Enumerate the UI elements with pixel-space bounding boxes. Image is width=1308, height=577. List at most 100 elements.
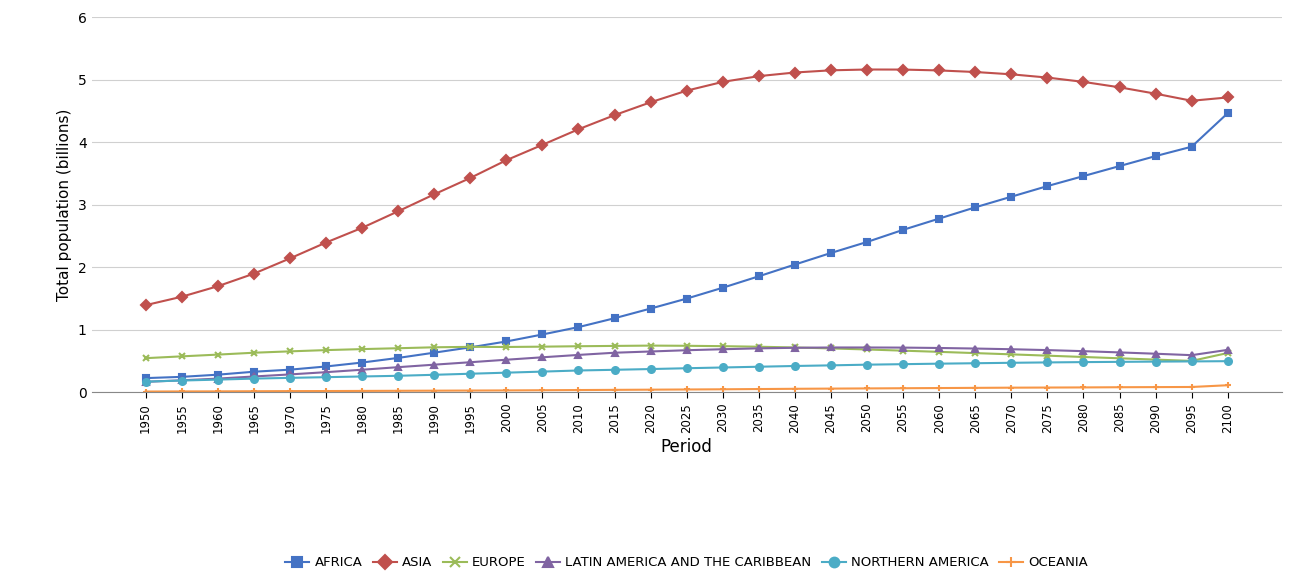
LATIN AMERICA AND THE CARIBBEAN [318,369,334,376]
ASIA [283,255,298,262]
OCEANIA [1112,384,1127,391]
Legend: AFRICA, ASIA, EUROPE, LATIN AMERICA AND THE CARIBBEAN, NORTHERN AMERICA, OCEANIA: AFRICA, ASIA, EUROPE, LATIN AMERICA AND … [285,556,1088,569]
AFRICA [498,338,514,345]
AFRICA [137,374,153,381]
NORTHERN AMERICA [859,361,875,368]
Line: ASIA: ASIA [143,66,1231,309]
OCEANIA [246,388,262,395]
NORTHERN AMERICA [642,366,658,373]
NORTHERN AMERICA [931,360,947,367]
ASIA [1112,84,1127,91]
AFRICA [246,368,262,375]
ASIA [823,67,838,74]
OCEANIA [642,386,658,393]
AFRICA [390,354,405,361]
OCEANIA [895,385,910,392]
ASIA [679,87,695,94]
EUROPE [751,343,766,350]
ASIA [895,66,910,73]
NORTHERN AMERICA [1147,358,1163,365]
AFRICA [607,315,623,322]
NORTHERN AMERICA [1040,359,1056,366]
ASIA [463,174,479,181]
EUROPE [570,343,586,350]
ASIA [498,157,514,164]
AFRICA [1075,173,1091,179]
NORTHERN AMERICA [968,360,984,367]
AFRICA [859,238,875,245]
ASIA [390,208,405,215]
ASIA [174,293,190,300]
AFRICA [174,373,190,380]
EUROPE [642,342,658,349]
ASIA [570,126,586,133]
X-axis label: Period: Period [661,438,713,456]
OCEANIA [498,387,514,394]
NORTHERN AMERICA [354,373,370,380]
OCEANIA [1003,384,1019,391]
EUROPE [823,345,838,352]
LATIN AMERICA AND THE CARIBBEAN [463,359,479,366]
EUROPE [931,349,947,355]
AFRICA [211,371,226,378]
AFRICA [1112,163,1127,170]
ASIA [354,224,370,231]
LATIN AMERICA AND THE CARIBBEAN [498,356,514,363]
AFRICA [1220,110,1236,117]
EUROPE [679,342,695,349]
Line: OCEANIA: OCEANIA [143,382,1231,395]
Line: AFRICA: AFRICA [143,110,1231,381]
LATIN AMERICA AND THE CARIBBEAN [968,345,984,352]
NORTHERN AMERICA [535,368,551,375]
AFRICA [968,204,984,211]
NORTHERN AMERICA [426,372,442,379]
EUROPE [498,343,514,350]
LATIN AMERICA AND THE CARIBBEAN [1003,346,1019,353]
ASIA [607,112,623,119]
AFRICA [715,284,731,291]
EUROPE [211,351,226,358]
ASIA [968,69,984,76]
ASIA [1184,98,1199,104]
OCEANIA [968,384,984,391]
EUROPE [607,343,623,350]
LATIN AMERICA AND THE CARIBBEAN [895,344,910,351]
OCEANIA [211,388,226,395]
NORTHERN AMERICA [498,369,514,376]
LATIN AMERICA AND THE CARIBBEAN [715,346,731,353]
OCEANIA [354,388,370,395]
Line: NORTHERN AMERICA: NORTHERN AMERICA [143,358,1231,385]
LATIN AMERICA AND THE CARIBBEAN [751,345,766,352]
OCEANIA [1184,384,1199,391]
OCEANIA [535,387,551,394]
NORTHERN AMERICA [1184,358,1199,365]
OCEANIA [607,387,623,394]
ASIA [1040,74,1056,81]
AFRICA [1003,193,1019,200]
LATIN AMERICA AND THE CARIBBEAN [426,361,442,368]
AFRICA [463,344,479,351]
OCEANIA [463,387,479,394]
LATIN AMERICA AND THE CARIBBEAN [787,344,803,351]
LATIN AMERICA AND THE CARIBBEAN [246,373,262,380]
Y-axis label: Total population (billions): Total population (billions) [58,108,72,301]
OCEANIA [1220,382,1236,389]
LATIN AMERICA AND THE CARIBBEAN [390,364,405,370]
OCEANIA [1147,384,1163,391]
EUROPE [318,347,334,354]
AFRICA [642,305,658,312]
OCEANIA [931,385,947,392]
LATIN AMERICA AND THE CARIBBEAN [137,379,153,385]
LATIN AMERICA AND THE CARIBBEAN [1220,346,1236,353]
EUROPE [174,353,190,360]
ASIA [787,69,803,76]
ASIA [535,141,551,148]
OCEANIA [859,385,875,392]
AFRICA [426,349,442,356]
AFRICA [535,331,551,338]
AFRICA [1147,153,1163,160]
EUROPE [1040,352,1056,359]
OCEANIA [318,388,334,395]
LATIN AMERICA AND THE CARIBBEAN [174,377,190,384]
EUROPE [895,347,910,354]
